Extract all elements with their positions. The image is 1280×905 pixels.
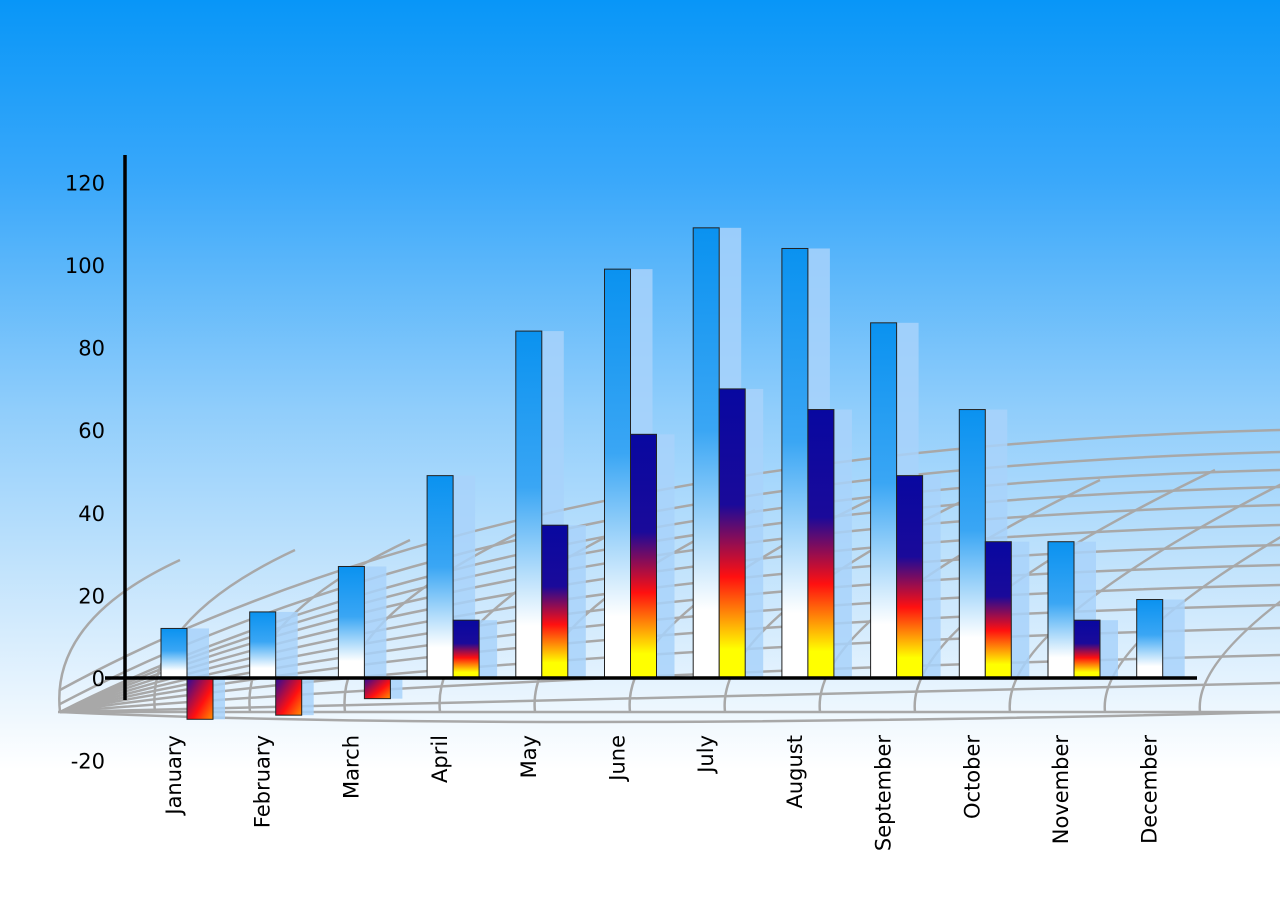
grid-line — [153, 548, 296, 713]
y-tick-label: 20 — [78, 584, 105, 608]
x-tick-label: April — [428, 735, 452, 783]
grid-line — [1198, 600, 1280, 713]
x-tick-label: September — [872, 735, 896, 851]
bar-shadow — [1096, 620, 1118, 678]
y-tick-label: 120 — [65, 171, 105, 195]
grid-line — [59, 428, 1280, 692]
bar-august-series2 — [807, 409, 835, 679]
bar-january-series1 — [160, 627, 188, 679]
grid-line — [59, 710, 1280, 724]
y-tick-label: 0 — [92, 667, 105, 691]
x-tick-label: November — [1049, 735, 1073, 845]
bar-february-series2 — [275, 677, 303, 716]
x-tick-label: December — [1138, 735, 1162, 844]
x-tick-label: March — [339, 735, 363, 799]
bar-shadow — [652, 434, 675, 678]
bar-shadow — [1007, 541, 1030, 678]
bar-january-series2 — [186, 677, 214, 720]
bar-shadow — [475, 620, 498, 678]
x-tick-label: October — [960, 735, 984, 819]
bar-december-series1 — [1136, 599, 1164, 679]
bar-september-series2 — [896, 475, 924, 679]
bar-october-series1 — [958, 409, 986, 679]
bar-shadow — [829, 409, 852, 678]
bar-shadow — [918, 475, 941, 678]
x-tick-label: January — [162, 735, 186, 817]
grid-line — [1103, 535, 1280, 713]
grid-line — [438, 518, 641, 713]
bar-shadow — [563, 525, 586, 678]
bar-october-series2 — [984, 541, 1012, 679]
y-tick-label: 60 — [78, 419, 105, 443]
x-tick-label: May — [517, 735, 541, 778]
bar-september-series1 — [870, 322, 898, 679]
y-tick-label: 100 — [65, 254, 105, 278]
bar-november-series1 — [1047, 541, 1075, 679]
y-tick-label: -20 — [71, 750, 105, 774]
bar-april-series1 — [426, 475, 454, 679]
y-tick-label: 80 — [78, 337, 105, 361]
bar-may-series1 — [515, 330, 543, 679]
bar-june-series1 — [604, 268, 631, 679]
bar-november-series2 — [1073, 619, 1101, 679]
bar-april-series2 — [452, 619, 480, 679]
x-tick-label: August — [783, 735, 807, 809]
bar-may-series2 — [541, 524, 569, 679]
x-tick-label: February — [251, 735, 275, 828]
grid-line — [58, 558, 181, 713]
bar-august-series1 — [781, 247, 809, 679]
x-tick-label: July — [694, 735, 718, 775]
bar-july-series1 — [692, 227, 720, 679]
bar-march-series1 — [337, 565, 365, 679]
bar-june-series2 — [630, 433, 657, 679]
x-tick-label: June — [606, 735, 630, 783]
bar-july-series2 — [718, 388, 746, 679]
bar-february-series1 — [249, 611, 277, 679]
y-tick-label: 40 — [78, 502, 105, 526]
bar-shadow — [741, 388, 764, 678]
bar-march-series2 — [363, 677, 391, 700]
